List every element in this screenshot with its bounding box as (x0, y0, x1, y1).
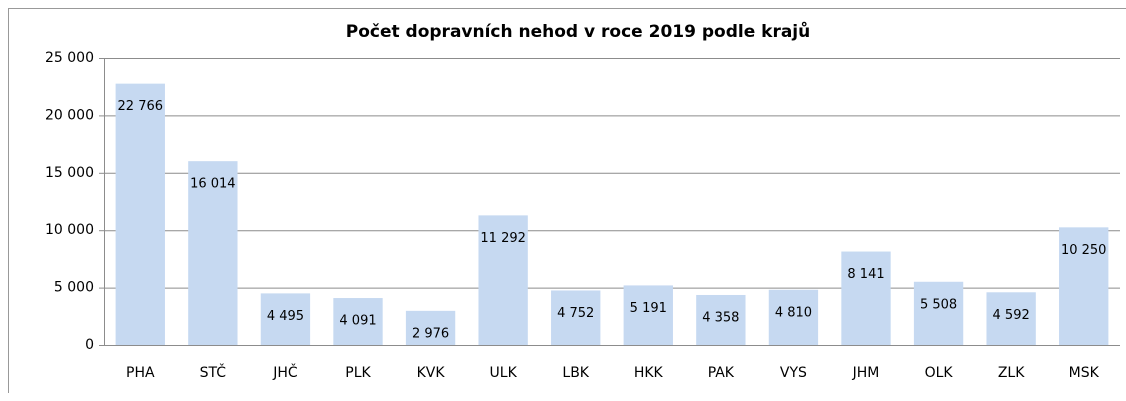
y-tick-label: 0 (85, 337, 94, 353)
bar (478, 215, 528, 345)
bar (768, 289, 819, 345)
data-label: 4 358 (702, 310, 739, 325)
data-label: 5 508 (920, 297, 957, 312)
bar (260, 293, 311, 345)
x-tick-label: KVK (417, 365, 446, 381)
x-tick-label: STČ (200, 363, 227, 381)
data-label: 11 292 (480, 231, 526, 246)
x-tick-label: ZLK (998, 365, 1025, 381)
bar (913, 281, 964, 345)
bar (623, 285, 673, 345)
x-tick-label: ULK (490, 365, 518, 381)
x-tick-label: OLK (925, 365, 954, 381)
data-label: 10 250 (1061, 243, 1107, 258)
x-tick-label: LBK (562, 365, 589, 381)
x-tick-label: MSK (1069, 365, 1100, 381)
bar (551, 290, 601, 345)
data-label: 16 014 (190, 177, 236, 192)
data-label: 4 091 (339, 314, 376, 329)
data-label: 4 495 (267, 309, 304, 324)
bar (115, 83, 165, 346)
data-label: 22 766 (118, 99, 164, 114)
y-tick-label: 10 000 (45, 222, 94, 238)
x-tick-label: JHČ (272, 363, 298, 381)
x-tick-label: JHM (852, 365, 880, 381)
bar (333, 298, 383, 345)
x-tick-label: VYS (780, 365, 807, 381)
data-label: 4 810 (775, 305, 812, 320)
x-tick-label: PHA (126, 365, 155, 381)
bar (405, 310, 456, 345)
x-tick-label: HKK (634, 365, 664, 381)
data-label: 4 592 (993, 308, 1030, 323)
bar (841, 251, 891, 345)
data-label: 4 752 (557, 306, 594, 321)
y-tick-label: 5 000 (54, 280, 94, 296)
bar (696, 294, 746, 345)
x-tick-label: PAK (708, 365, 735, 381)
y-tick-label: 20 000 (45, 107, 94, 123)
x-tick-label: PLK (345, 365, 371, 381)
data-label: 8 141 (847, 267, 884, 282)
chart-title: Počet dopravních nehod v roce 2019 podle… (346, 20, 810, 42)
bar (188, 161, 238, 345)
data-label: 2 976 (412, 326, 449, 341)
bar (986, 292, 1036, 345)
y-tick-label: 15 000 (45, 165, 94, 181)
data-label: 5 191 (630, 301, 667, 316)
bar (1059, 227, 1109, 345)
y-tick-label: 25 000 (45, 50, 94, 66)
